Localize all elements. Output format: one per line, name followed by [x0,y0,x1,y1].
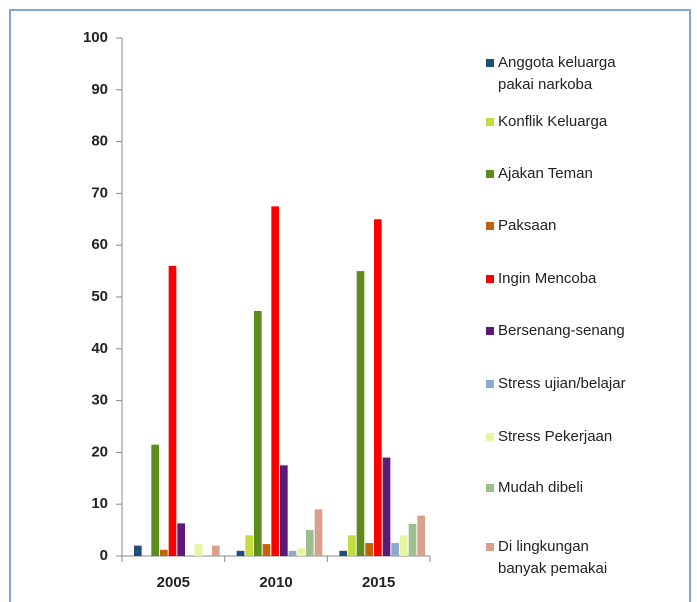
bar [400,535,408,556]
legend-label: Konflik Keluarga [498,113,608,130]
frame [9,9,691,602]
bar [245,535,253,556]
bar [134,545,142,556]
bar [417,515,425,556]
y-tick-label: 50 [91,288,108,305]
legend-item: Ingin Mencoba [486,268,686,290]
bar [168,265,177,556]
bar [288,550,297,556]
legend-item: Paksaan [486,215,686,237]
bar [365,543,373,556]
y-tick-label: 90 [91,81,108,98]
y-tick-label: 10 [91,495,108,512]
legend-swatch [486,275,494,283]
legend-label: Stress Pekerjaan [498,428,613,445]
legend-swatch [486,170,494,178]
legend-label: Mudah dibeli [498,479,584,496]
bar [271,206,279,556]
y-tick-label: 100 [83,29,108,46]
bar [151,444,159,556]
legend-swatch [486,222,494,230]
bar [236,550,245,556]
legend-swatch [486,118,494,126]
legend-swatch [486,484,494,492]
bar [212,545,220,556]
legend-item: Di lingkungan banyak pemakai [486,536,686,580]
bar [297,548,305,556]
legend-label: Ajakan Teman [498,165,593,182]
y-tick-label: 70 [91,184,108,201]
legend-swatch [486,543,494,551]
legend-label: Paksaan [498,217,557,234]
bar [306,530,314,556]
legend-swatch [486,433,494,441]
legend-swatch [486,327,494,335]
legend-swatch [486,380,494,388]
x-tick-label: 2015 [362,574,395,591]
legend-item: Anggota keluarga pakai narkoba [486,52,686,96]
legend-label: Ingin Mencoba [498,270,597,287]
bar [262,544,271,556]
bar [314,509,323,556]
bar [356,271,365,556]
legend-label: Anggota keluarga pakai narkoba [498,54,616,93]
y-tick-label: 60 [91,236,108,253]
bar [382,457,391,556]
bar [339,550,347,556]
bar [160,549,168,556]
legend-item: Mudah dibeli [486,477,686,499]
legend-item: Konflik Keluarga [486,111,686,133]
bar [177,523,185,556]
y-tick-label: 0 [100,547,108,564]
bar [254,310,262,556]
bar [194,544,203,556]
legend-label: Stress ujian/belajar [498,375,626,392]
y-tick-label: 20 [91,443,108,460]
bar [280,465,288,556]
legend-item: Stress Pekerjaan [486,426,686,448]
bar [348,535,356,556]
legend-item: Ajakan Teman [486,163,686,185]
x-tick-label: 2005 [157,574,190,591]
bar [408,523,417,556]
legend-label: Bersenang-senang [498,322,625,339]
bar [391,543,399,556]
legend-label: Di lingkungan banyak pemakai [498,538,608,577]
y-tick-label: 40 [91,340,108,357]
legend-swatch [486,59,494,67]
legend-item: Bersenang-senang [486,320,686,342]
bar [374,219,382,557]
legend-item: Stress ujian/belajar [486,373,686,395]
y-tick-label: 30 [91,392,108,409]
y-tick-label: 80 [91,133,108,150]
x-tick-label: 2010 [259,574,292,591]
